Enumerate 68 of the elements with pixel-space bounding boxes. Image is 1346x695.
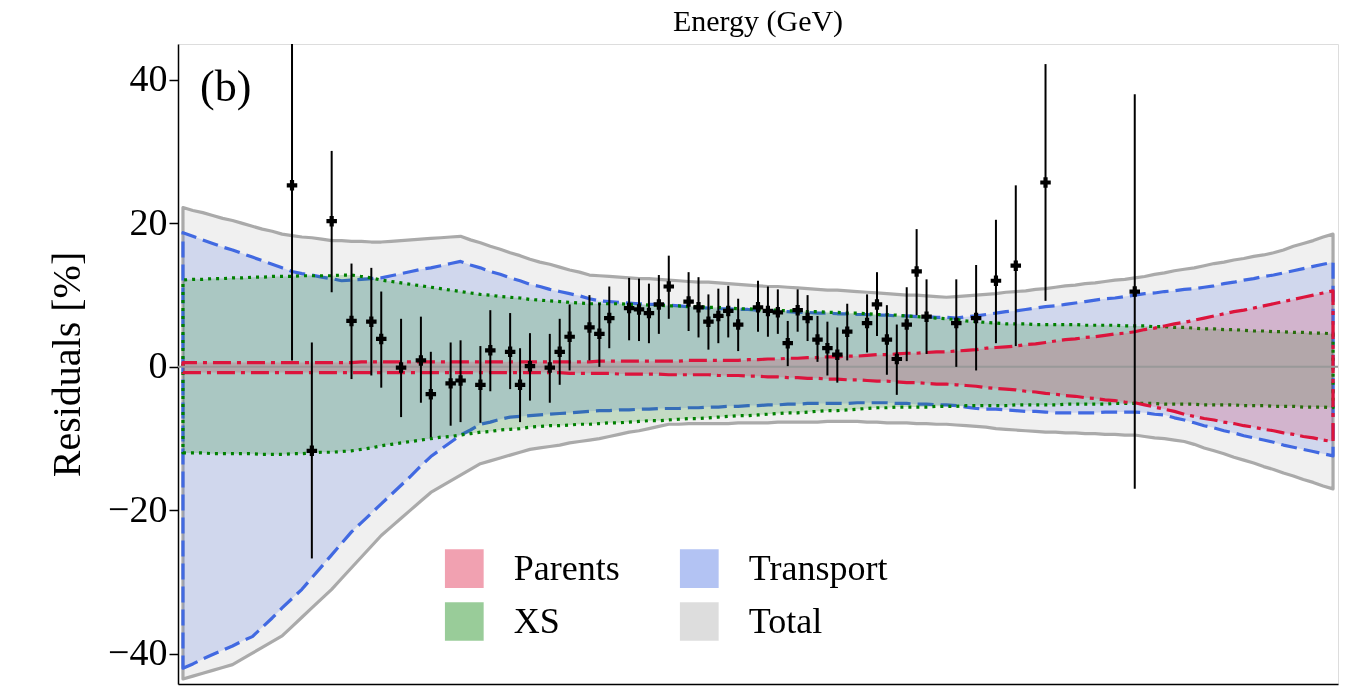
point <box>841 326 853 337</box>
chart-title: Energy (GeV) <box>672 4 844 38</box>
point <box>653 299 665 310</box>
point <box>861 317 873 329</box>
point <box>891 353 903 365</box>
point <box>544 362 556 373</box>
point <box>1040 177 1051 188</box>
point <box>485 345 496 356</box>
point <box>911 266 922 277</box>
point <box>951 317 962 329</box>
point <box>475 379 486 391</box>
point <box>723 305 734 317</box>
point <box>713 310 724 322</box>
point <box>921 311 932 322</box>
point <box>604 312 615 324</box>
point <box>623 302 635 314</box>
point <box>703 316 714 327</box>
point <box>415 355 427 366</box>
point <box>346 315 357 327</box>
point <box>693 302 704 313</box>
point <box>881 334 893 345</box>
legend-label: Transport <box>748 547 888 588</box>
point <box>633 304 645 315</box>
point <box>782 337 793 349</box>
point <box>306 445 318 457</box>
y-axis-title: Residuals [%] <box>44 251 90 478</box>
point <box>584 322 595 333</box>
point <box>822 342 833 354</box>
point <box>326 215 337 227</box>
point <box>663 281 675 292</box>
y-tick-label: −20 <box>108 487 168 530</box>
point <box>732 319 744 330</box>
point <box>1129 286 1140 297</box>
legend-label: Parents <box>513 547 620 588</box>
point <box>455 375 466 386</box>
point <box>762 305 774 317</box>
point <box>1010 260 1022 271</box>
point <box>970 312 982 324</box>
point <box>554 346 565 358</box>
point <box>643 307 655 319</box>
y-tick-label: 40 <box>129 57 168 100</box>
point <box>871 299 883 310</box>
legend-label: XS <box>513 600 560 641</box>
point <box>514 379 526 391</box>
point <box>376 333 387 345</box>
y-tick-label: −40 <box>108 631 168 674</box>
y-tick-label: 0 <box>148 344 168 387</box>
point <box>445 378 456 389</box>
point <box>286 180 298 191</box>
point <box>990 275 1002 287</box>
point <box>802 312 813 324</box>
point <box>752 302 764 313</box>
y-tick-label: 20 <box>129 200 168 243</box>
annotation: (b) <box>200 62 252 111</box>
point <box>504 346 516 358</box>
point <box>901 319 912 330</box>
point <box>772 307 784 318</box>
point <box>425 388 437 400</box>
legend-label: Total <box>748 600 823 641</box>
point <box>832 349 843 360</box>
point <box>792 304 803 316</box>
point <box>812 334 823 345</box>
point <box>366 316 377 327</box>
point <box>395 362 407 373</box>
point <box>594 328 605 340</box>
point <box>683 296 694 307</box>
point <box>564 331 575 342</box>
point <box>524 360 536 372</box>
